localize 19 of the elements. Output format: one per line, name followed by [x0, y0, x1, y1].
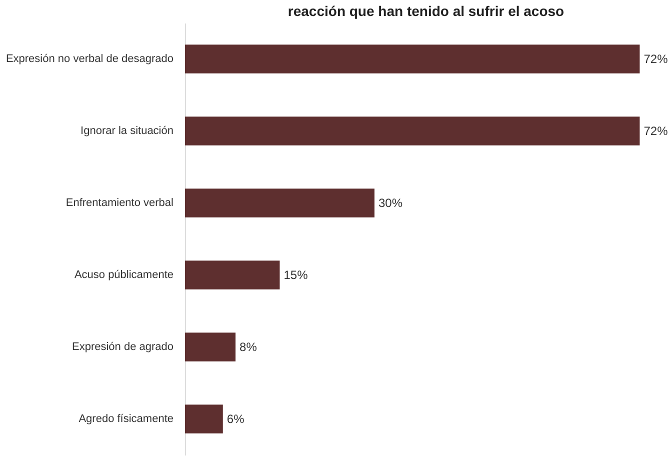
data-label: 6% [226, 412, 245, 426]
bar [185, 116, 640, 146]
y-tick-label: Agredo físicamente [78, 413, 174, 425]
data-label: 8% [240, 340, 258, 354]
data-label: 72% [644, 124, 668, 138]
bar [185, 404, 223, 434]
bar [185, 44, 640, 74]
bar [185, 260, 280, 290]
y-tick-label: Ignorar la situación [80, 125, 174, 137]
y-tick-label: Expresión no verbal de desagrado [6, 53, 174, 65]
bar [185, 188, 374, 218]
y-tick-label: Expresión de agrado [72, 341, 174, 353]
y-tick-label: Enfrentamiento verbal [66, 197, 174, 209]
data-label: 15% [284, 268, 308, 282]
data-label: 72% [644, 52, 668, 66]
chart-title: reacción que han tenido al sufrir el acoso [288, 3, 564, 19]
data-label: 30% [378, 196, 403, 210]
y-tick-label: Acuso públicamente [74, 269, 174, 281]
bar [185, 332, 236, 362]
